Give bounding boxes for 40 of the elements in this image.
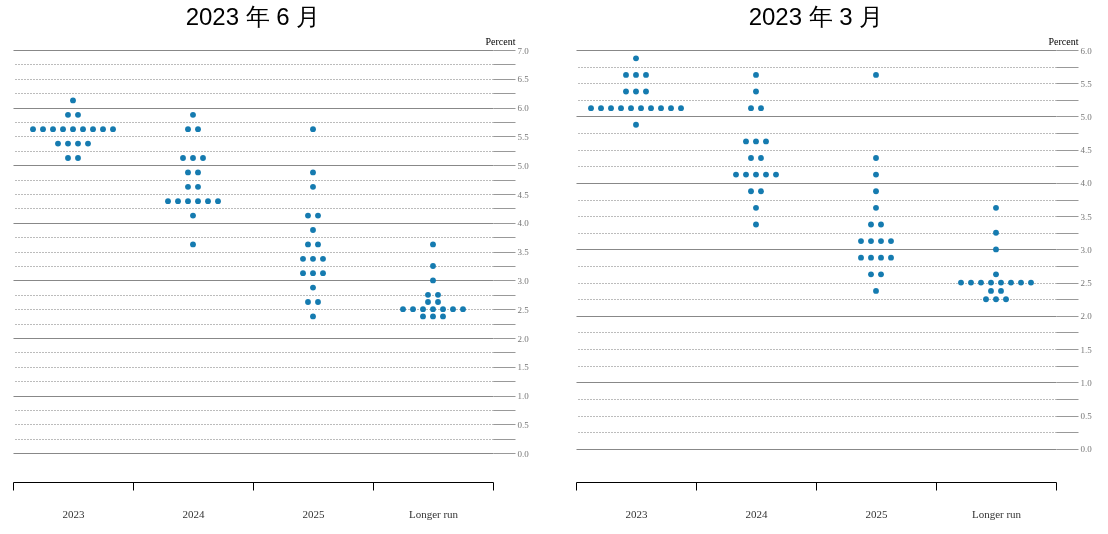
y-tick-label: 1.0	[517, 391, 530, 402]
chart-title: 2023 年 3 月	[748, 3, 884, 30]
y-tick-label: 3.0	[517, 275, 530, 286]
y-tick-label: 3.5	[1080, 211, 1093, 222]
y-tick-label: 6.5	[517, 74, 530, 85]
y-tick-label: 3.5	[517, 247, 530, 258]
y-tick-label: 5.0	[1080, 111, 1093, 122]
y-tick-label: 6.0	[1080, 45, 1093, 56]
y-tick-label: 4.5	[517, 189, 530, 200]
y-tick-label: 2.0	[517, 333, 530, 344]
y-tick-label: 4.5	[1080, 145, 1093, 156]
y-tick-label: 1.5	[517, 362, 530, 373]
y-tick-label: 1.0	[1080, 377, 1093, 388]
y-tick-label: 2.5	[1080, 278, 1093, 289]
x-tick-label: 2023	[625, 507, 648, 520]
x-tick-label: 2023	[62, 507, 85, 520]
y-tick-label: 1.5	[1080, 344, 1093, 355]
y-tick-label: 0.0	[517, 448, 530, 459]
y-tick-label: 7.0	[517, 45, 530, 56]
x-tick-label: 2025	[302, 507, 325, 520]
x-tick-label: Longer run	[408, 507, 459, 520]
x-tick-label: 2024	[745, 507, 768, 520]
y-tick-label: 5.5	[517, 131, 530, 142]
y-tick-label: 5.0	[517, 160, 530, 171]
x-tick-label: 2024	[182, 507, 205, 520]
y-tick-label: 5.5	[1080, 78, 1093, 89]
y-axis-title: Percent	[1048, 35, 1079, 47]
y-tick-label: 4.0	[1080, 178, 1093, 189]
y-tick-label: 0.0	[1080, 444, 1093, 455]
chart-title: 2023 年 6 月	[185, 3, 321, 30]
x-tick-label: 2025	[865, 507, 888, 520]
y-tick-label: 3.0	[1080, 244, 1093, 255]
y-tick-label: 6.0	[517, 103, 530, 114]
y-axis-title: Percent	[485, 35, 516, 47]
x-tick-label: Longer run	[971, 507, 1022, 520]
y-tick-label: 4.0	[517, 218, 530, 229]
y-tick-label: 2.0	[1080, 311, 1093, 322]
y-tick-label: 0.5	[517, 419, 530, 430]
y-tick-label: 2.5	[517, 304, 530, 315]
y-tick-label: 0.5	[1080, 411, 1093, 422]
